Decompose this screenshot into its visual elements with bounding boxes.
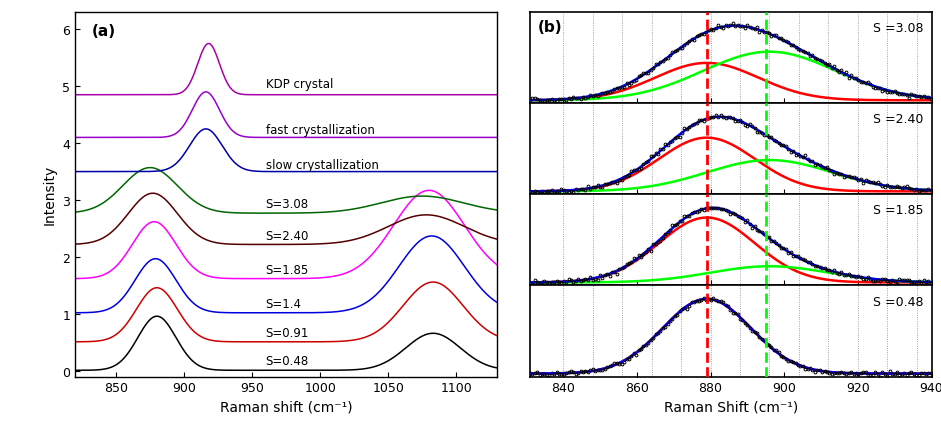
Text: fast crystallization: fast crystallization bbox=[265, 124, 375, 137]
Text: (a): (a) bbox=[92, 24, 117, 39]
Y-axis label: Intensity: Intensity bbox=[43, 165, 56, 225]
Text: KDP crystal: KDP crystal bbox=[265, 78, 333, 91]
X-axis label: Raman Shift (cm⁻¹): Raman Shift (cm⁻¹) bbox=[663, 400, 798, 414]
Text: S=1.4: S=1.4 bbox=[265, 297, 302, 311]
Text: S =3.08: S =3.08 bbox=[873, 22, 923, 35]
Text: S=2.40: S=2.40 bbox=[265, 229, 309, 242]
Text: S =2.40: S =2.40 bbox=[873, 113, 923, 126]
Text: S=0.91: S=0.91 bbox=[265, 326, 309, 339]
Text: S =1.85: S =1.85 bbox=[873, 204, 923, 217]
Text: S=1.85: S=1.85 bbox=[265, 263, 309, 276]
Text: S=0.48: S=0.48 bbox=[265, 354, 309, 367]
Text: S=3.08: S=3.08 bbox=[265, 198, 309, 211]
Text: (b): (b) bbox=[538, 20, 563, 35]
X-axis label: Raman shift (cm⁻¹): Raman shift (cm⁻¹) bbox=[220, 400, 353, 414]
Text: S =0.48: S =0.48 bbox=[873, 295, 923, 308]
Text: slow crystallization: slow crystallization bbox=[265, 158, 378, 171]
